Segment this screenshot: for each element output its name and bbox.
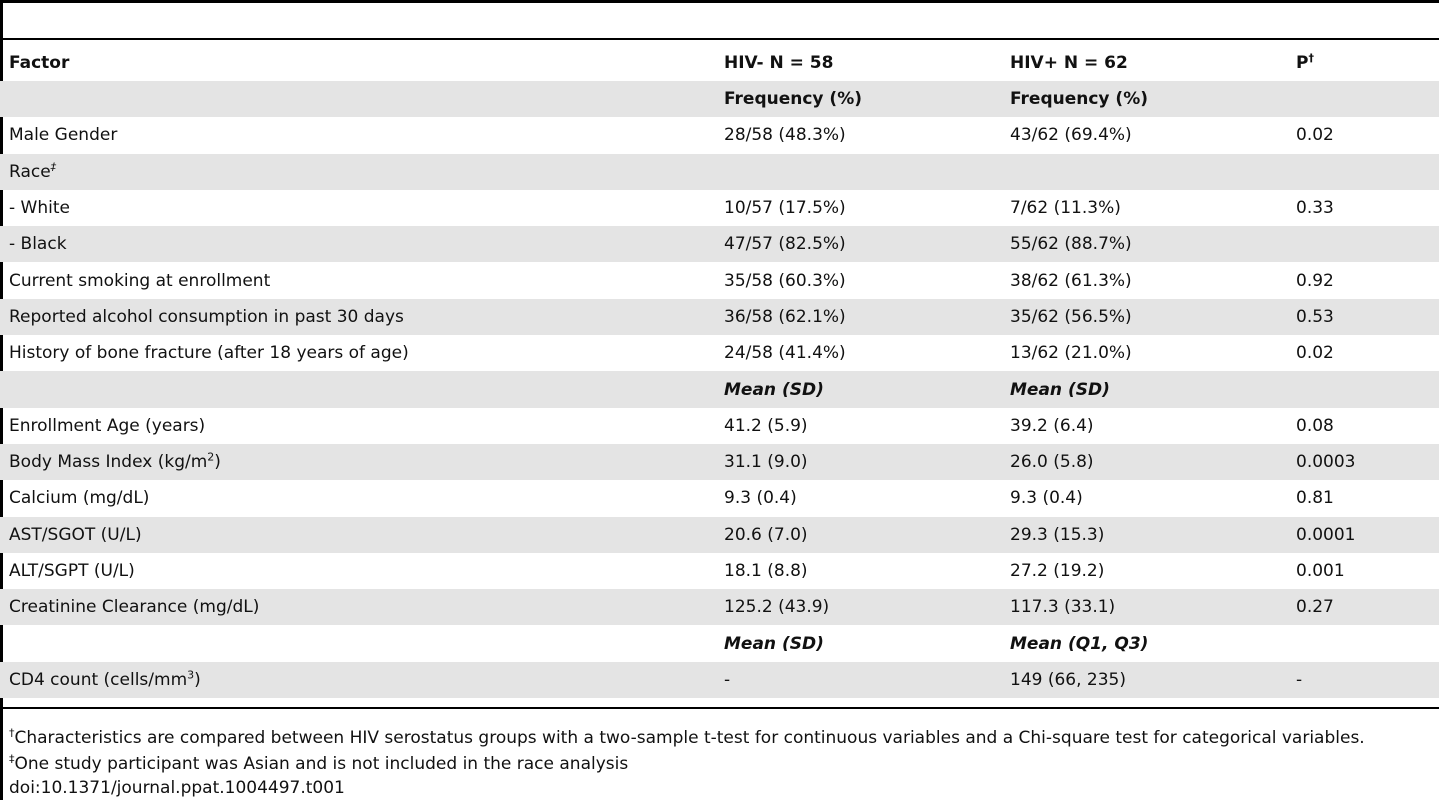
row-label: CD4 count (cells/mm3) [0,661,723,699]
row-label: Body Mass Index (kg/m2) [0,443,723,481]
row-label: - White [9,198,70,219]
cell-p-value: 0.0001 [1295,516,1439,553]
row-label: ALT/SGPT (U/L) [9,561,135,581]
header-factor: Factor [9,53,70,73]
cell-hiv-negative: 18.1 (8.8) [724,561,808,581]
row-label: Creatinine Clearance (mg/dL) [0,589,723,626]
cell-hiv-negative: 10/57 (17.5%) [724,198,846,219]
cell-hiv-negative: 47/57 (82.5%) [723,226,1009,263]
table-row: History of bone fracture (after 18 years… [0,335,1439,371]
row-label: Male Gender [9,125,118,146]
footnote-dagger: †Characteristics are compared between HI… [9,726,1365,748]
cell-p-value [1295,226,1439,263]
table-row: Frequency (%) Frequency (%) [0,81,1439,118]
header-p-value: P† [1296,51,1314,73]
table-row: - White 10/57 (17.5%) 7/62 (11.3%) 0.33 [0,190,1439,226]
cell-p-value: 0.53 [1295,298,1439,336]
cell-hiv-negative: - [723,661,1009,699]
header-row: Factor HIV- N = 58 HIV+ N = 62 P† [0,45,1439,81]
cell-hiv-positive: 29.3 (15.3) [1009,516,1295,553]
cell-p-value: 0.001 [1296,561,1345,581]
table-row: Creatinine Clearance (mg/dL) 125.2 (43.9… [0,589,1439,626]
cell-hiv-positive: 7/62 (11.3%) [1010,198,1121,219]
row-label: Current smoking at enrollment [9,270,271,291]
table-row: Body Mass Index (kg/m2) 31.1 (9.0) 26.0 … [0,443,1439,481]
cell-hiv-negative: 41.2 (5.9) [724,415,808,436]
header-hiv-negative: HIV- N = 58 [724,53,834,73]
cell-hiv-negative: 24/58 (41.4%) [724,343,846,364]
cell-hiv-positive: 149 (66, 235) [1009,661,1295,699]
cell-hiv-negative: 36/58 (62.1%) [723,298,1009,336]
cell-hiv-negative: 125.2 (43.9) [723,589,1009,626]
header-hiv-positive: HIV+ N = 62 [1010,53,1128,73]
cell-p-value: 0.02 [1296,343,1334,364]
subheader-mean-sd: Mean (SD) [1009,371,1295,408]
row-label: AST/SGOT (U/L) [0,516,723,553]
table-row: Current smoking at enrollment 35/58 (60.… [0,262,1439,298]
cell-hiv-positive: 26.0 (5.8) [1009,443,1295,481]
cell-hiv-positive: 9.3 (0.4) [1010,488,1083,509]
doi-text: doi:10.1371/journal.ppat.1004497.t001 [9,778,345,798]
cell-hiv-negative: 20.6 (7.0) [723,516,1009,553]
table-row: Mean (SD) Mean (Q1, Q3) [0,625,1439,661]
table-row: CD4 count (cells/mm3) - 149 (66, 235) - [0,661,1439,699]
cell-p-value: 0.33 [1296,198,1334,219]
row-label: - Black [0,226,723,263]
subheader-frequency: Frequency (%) [1009,81,1295,118]
cell-p-value: 0.02 [1296,125,1334,146]
cell-hiv-positive: 39.2 (6.4) [1010,415,1094,436]
table-row: ALT/SGPT (U/L) 18.1 (8.8) 27.2 (19.2) 0.… [0,553,1439,589]
subheader-mean-sd: Mean (SD) [723,371,1009,408]
cell-hiv-positive: 55/62 (88.7%) [1009,226,1295,263]
subheader-frequency: Frequency (%) [723,81,1009,118]
row-label: History of bone fracture (after 18 years… [9,343,409,364]
row-label: Enrollment Age (years) [9,415,206,436]
bottom-rule [0,707,1439,709]
cell-p-value: 0.27 [1295,589,1439,626]
table-row: Enrollment Age (years) 41.2 (5.9) 39.2 (… [0,408,1439,444]
cell-hiv-positive: 38/62 (61.3%) [1010,270,1132,291]
top-rule [0,0,1439,3]
table-row: Reported alcohol consumption in past 30 … [0,298,1439,336]
cell-hiv-negative: 9.3 (0.4) [724,488,797,509]
cell-hiv-negative: 28/58 (48.3%) [724,125,846,146]
cell-hiv-negative: 35/58 (60.3%) [724,270,846,291]
table-row: - Black 47/57 (82.5%) 55/62 (88.7%) [0,226,1439,263]
footnote-double-dagger: ‡One study participant was Asian and is … [9,752,629,774]
row-label: Race‡ [0,153,723,190]
row-label: Calcium (mg/dL) [9,488,150,509]
subheader-mean-q1-q3: Mean (Q1, Q3) [1010,633,1149,654]
table-row: Male Gender 28/58 (48.3%) 43/62 (69.4%) … [0,117,1439,153]
cell-hiv-positive: 117.3 (33.1) [1009,589,1295,626]
cell-p-value: 0.08 [1296,415,1334,436]
cell-p-value: - [1295,661,1439,699]
cell-p-value: 0.92 [1296,270,1334,291]
row-label: Reported alcohol consumption in past 30 … [0,298,723,336]
subheader-mean-sd: Mean (SD) [724,633,824,654]
cell-hiv-negative: 31.1 (9.0) [723,443,1009,481]
characteristics-table: Factor HIV- N = 58 HIV+ N = 62 P† Freque… [0,45,1439,699]
cell-hiv-positive: 13/62 (21.0%) [1010,343,1132,364]
table-row: Calcium (mg/dL) 9.3 (0.4) 9.3 (0.4) 0.81 [0,480,1439,516]
table-row: AST/SGOT (U/L) 20.6 (7.0) 29.3 (15.3) 0.… [0,516,1439,553]
cell-hiv-positive: 27.2 (19.2) [1010,561,1105,581]
cell-p-value: 0.81 [1296,488,1334,509]
cell-hiv-positive: 35/62 (56.5%) [1009,298,1295,336]
table-row: Race‡ [0,153,1439,190]
table-row: Mean (SD) Mean (SD) [0,371,1439,408]
header-rule [0,38,1439,40]
cell-p-value: 0.0003 [1295,443,1439,481]
cell-hiv-positive: 43/62 (69.4%) [1010,125,1132,146]
